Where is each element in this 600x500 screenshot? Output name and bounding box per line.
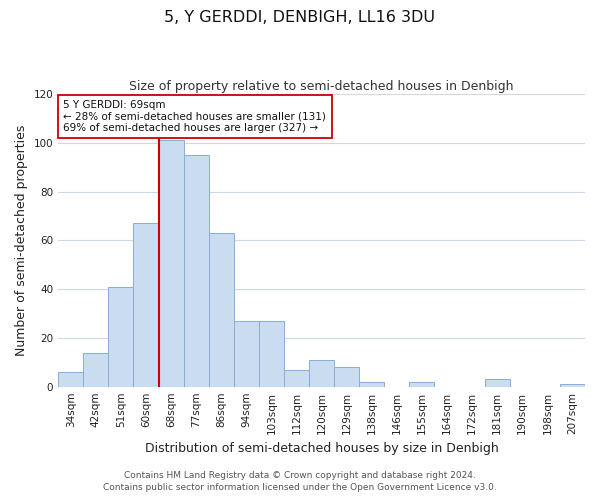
Bar (485, 380, 510, 386)
Bar (109, 286, 133, 386)
Text: 5, Y GERDDI, DENBIGH, LL16 3DU: 5, Y GERDDI, DENBIGH, LL16 3DU (164, 10, 436, 25)
Bar (58, 372, 83, 386)
X-axis label: Distribution of semi-detached houses by size in Denbigh: Distribution of semi-detached houses by … (145, 442, 499, 455)
Bar (409, 382, 434, 386)
Bar (359, 382, 385, 386)
Bar (234, 321, 259, 386)
Bar (83, 352, 109, 386)
Bar (560, 384, 585, 386)
Bar (209, 233, 234, 386)
Bar (334, 367, 359, 386)
Y-axis label: Number of semi-detached properties: Number of semi-detached properties (15, 124, 28, 356)
Bar (284, 370, 309, 386)
Bar (309, 360, 334, 386)
Bar (158, 140, 184, 386)
Text: Contains HM Land Registry data © Crown copyright and database right 2024.
Contai: Contains HM Land Registry data © Crown c… (103, 471, 497, 492)
Text: 5 Y GERDDI: 69sqm
← 28% of semi-detached houses are smaller (131)
69% of semi-de: 5 Y GERDDI: 69sqm ← 28% of semi-detached… (64, 100, 326, 133)
Bar (259, 321, 284, 386)
Bar (133, 224, 158, 386)
Bar (184, 155, 209, 386)
Title: Size of property relative to semi-detached houses in Denbigh: Size of property relative to semi-detach… (130, 80, 514, 93)
